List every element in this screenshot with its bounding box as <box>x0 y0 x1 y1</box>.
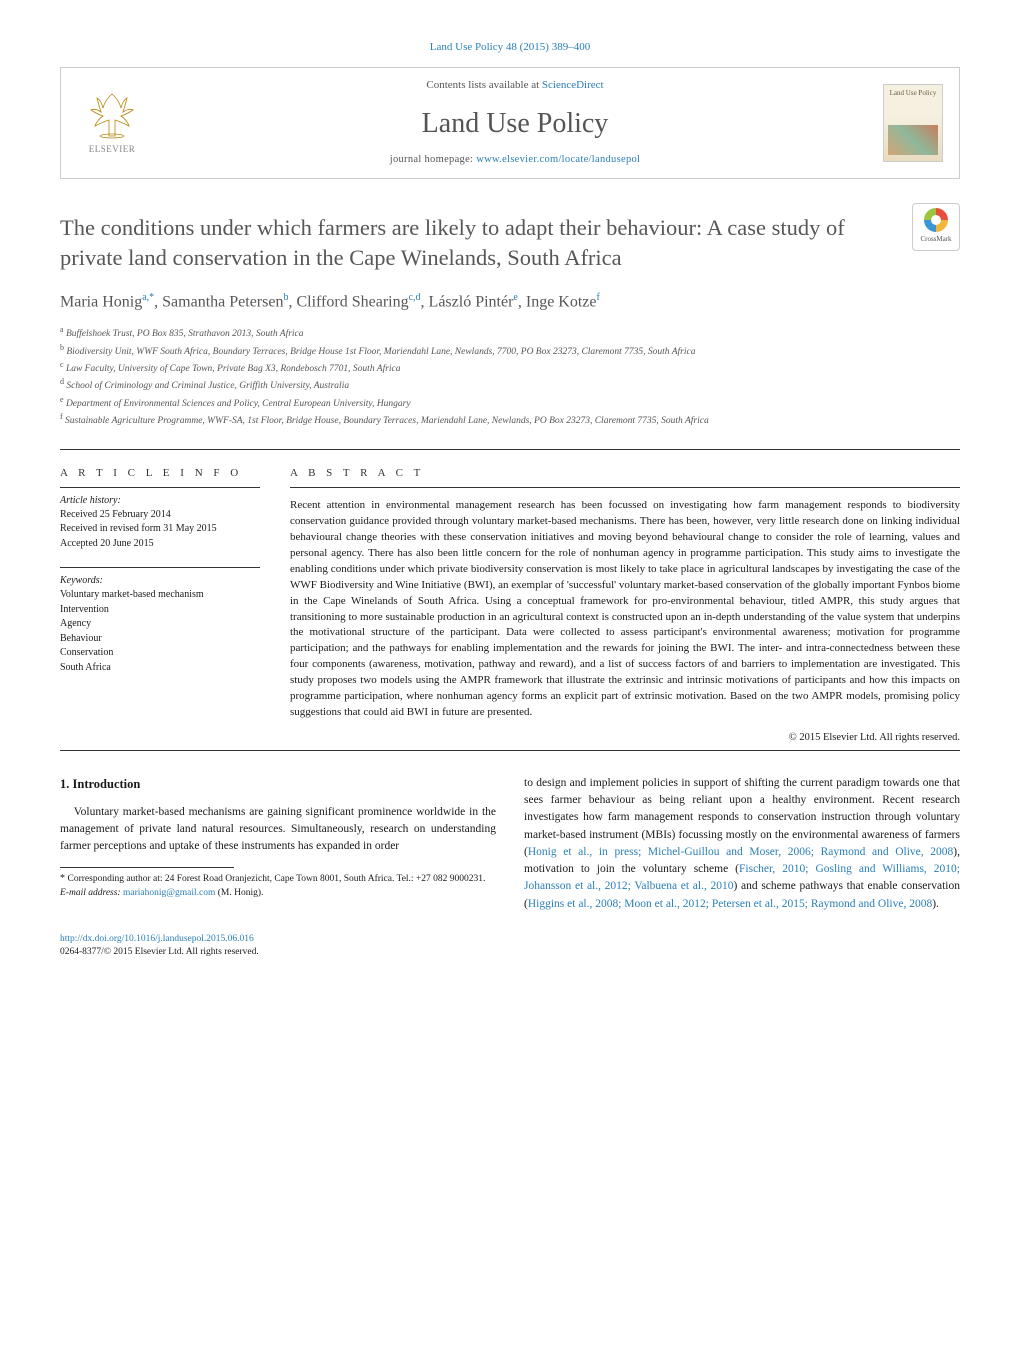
keyword-item: Intervention <box>60 603 260 618</box>
crossmark-icon <box>924 208 948 232</box>
elsevier-name: ELSEVIER <box>89 143 136 156</box>
journal-homepage-line: journal homepage: www.elsevier.com/locat… <box>167 153 863 168</box>
author-list: Maria Honiga,*, Samantha Petersenb, Clif… <box>60 291 960 314</box>
intro-para-2: to design and implement policies in supp… <box>524 775 960 913</box>
elsevier-tree-icon <box>87 90 137 140</box>
affiliation-line: a Buffelshoek Trust, PO Box 835, Stratha… <box>60 324 960 341</box>
keyword-item: Voluntary market-based mechanism <box>60 588 260 603</box>
intro-para-1: Voluntary market-based mechanisms are ga… <box>60 804 496 856</box>
doi-link[interactable]: http://dx.doi.org/10.1016/j.landusepol.2… <box>60 934 254 944</box>
abstract-heading: a b s t r a c t <box>290 466 960 481</box>
abstract-text: Recent attention in environmental manage… <box>290 498 960 721</box>
keyword-item: Behaviour <box>60 632 260 647</box>
crossmark-badge[interactable]: CrossMark <box>912 203 960 251</box>
article-title: The conditions under which farmers are l… <box>60 213 960 274</box>
bottom-rule <box>60 750 960 751</box>
crossmark-label: CrossMark <box>920 235 951 245</box>
homepage-prefix: journal homepage: <box>390 154 476 165</box>
cover-art <box>888 125 938 155</box>
keywords-label: Keywords: <box>60 574 260 588</box>
footnote-block: * Corresponding author at: 24 Forest Roa… <box>60 872 496 900</box>
citation-link[interactable]: Higgins et al., 2008; Moon et al., 2012;… <box>528 898 932 910</box>
citation-link[interactable]: Fischer, 2010; Gosling and Williams, 201… <box>524 863 960 892</box>
running-head-citation: Land Use Policy 48 (2015) 389–400 <box>60 40 960 55</box>
affiliation-line: d School of Criminology and Criminal Jus… <box>60 376 960 393</box>
email-attribution: (M. Honig). <box>218 888 264 898</box>
affiliation-list: a Buffelshoek Trust, PO Box 835, Stratha… <box>60 324 960 428</box>
top-rule <box>60 449 960 450</box>
journal-homepage-link[interactable]: www.elsevier.com/locate/landusepol <box>476 154 640 165</box>
affiliation-line: c Law Faculty, University of Cape Town, … <box>60 359 960 376</box>
history-revised: Received in revised form 31 May 2015 <box>60 522 260 537</box>
keyword-item: Agency <box>60 617 260 632</box>
journal-header: ELSEVIER Contents lists available at Sci… <box>60 67 960 178</box>
corresponding-email-link[interactable]: mariahonig@gmail.com <box>123 888 215 898</box>
journal-cover-thumbnail: Land Use Policy <box>883 84 943 162</box>
elsevier-logo: ELSEVIER <box>77 83 147 163</box>
intro-heading: 1. Introduction <box>60 775 496 794</box>
citation-link[interactable]: Honig et al., in press; Michel-Guillou a… <box>528 846 953 858</box>
history-accepted: Accepted 20 June 2015 <box>60 537 260 552</box>
contents-lists-line: Contents lists available at ScienceDirec… <box>167 78 863 93</box>
email-label: E-mail address: <box>60 888 121 898</box>
corresponding-author: Corresponding author at: 24 Forest Road … <box>68 874 486 884</box>
keyword-item: South Africa <box>60 661 260 676</box>
affiliation-line: f Sustainable Agriculture Programme, WWF… <box>60 411 960 428</box>
keywords-list: Voluntary market-based mechanismInterven… <box>60 588 260 675</box>
contents-prefix: Contents lists available at <box>426 79 541 91</box>
footnote-separator <box>60 867 234 868</box>
affiliation-line: e Department of Environmental Sciences a… <box>60 394 960 411</box>
journal-name: Land Use Policy <box>167 104 863 143</box>
affiliation-line: b Biodiversity Unit, WWF South Africa, B… <box>60 342 960 359</box>
history-label: Article history: <box>60 494 260 508</box>
history-received: Received 25 February 2014 <box>60 508 260 523</box>
cover-title: Land Use Policy <box>886 89 940 99</box>
issn-copyright: 0264-8377/© 2015 Elsevier Ltd. All right… <box>60 947 259 957</box>
abstract-rule <box>290 487 960 488</box>
keyword-item: Conservation <box>60 646 260 661</box>
article-info-heading: a r t i c l e i n f o <box>60 466 260 481</box>
abstract-copyright: © 2015 Elsevier Ltd. All rights reserved… <box>290 731 960 746</box>
sciencedirect-link[interactable]: ScienceDirect <box>542 79 604 91</box>
footer-block: http://dx.doi.org/10.1016/j.landusepol.2… <box>60 933 960 960</box>
